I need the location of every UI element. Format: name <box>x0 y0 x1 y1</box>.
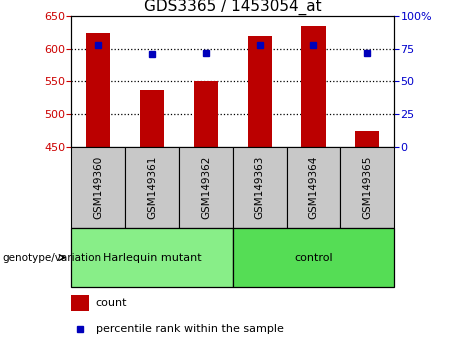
Bar <box>233 147 287 228</box>
Text: control: control <box>294 252 333 263</box>
Bar <box>287 147 340 228</box>
Bar <box>125 147 179 228</box>
Bar <box>355 131 379 147</box>
Bar <box>248 35 272 147</box>
Bar <box>340 147 394 228</box>
Text: GSM149363: GSM149363 <box>254 156 265 219</box>
Text: genotype/variation: genotype/variation <box>2 252 101 263</box>
Bar <box>233 228 394 287</box>
Text: GSM149360: GSM149360 <box>93 156 103 219</box>
Bar <box>71 295 89 311</box>
Title: GDS3365 / 1453054_at: GDS3365 / 1453054_at <box>144 0 322 15</box>
Text: count: count <box>96 298 127 308</box>
Bar <box>86 33 111 147</box>
Bar <box>140 90 164 147</box>
Text: GSM149362: GSM149362 <box>201 156 211 219</box>
Bar <box>194 81 218 147</box>
Bar <box>71 147 125 228</box>
Bar <box>179 147 233 228</box>
Text: GSM149365: GSM149365 <box>362 156 372 219</box>
Text: percentile rank within the sample: percentile rank within the sample <box>96 324 284 334</box>
Bar <box>71 228 233 287</box>
Text: GSM149364: GSM149364 <box>308 156 319 219</box>
Text: GSM149361: GSM149361 <box>147 156 157 219</box>
Bar <box>301 26 325 147</box>
Text: Harlequin mutant: Harlequin mutant <box>103 252 201 263</box>
